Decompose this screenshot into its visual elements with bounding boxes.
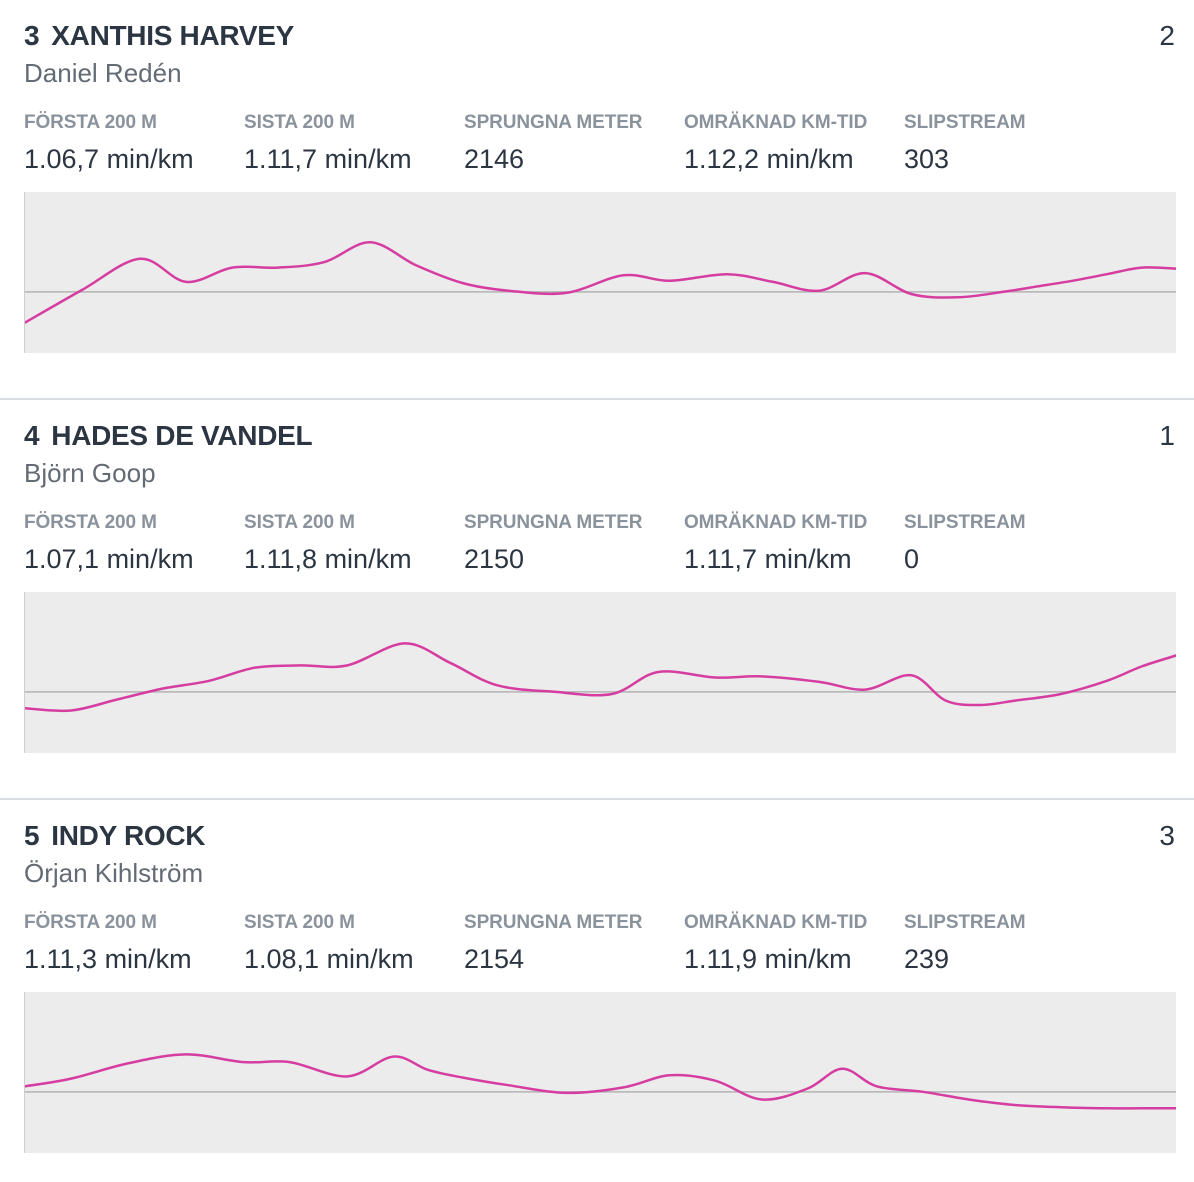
- stat-value: 1.06,7 min/km: [24, 144, 194, 174]
- horse-name: INDY ROCK: [51, 820, 206, 851]
- speed-chart: [24, 592, 1176, 753]
- driver-name: Daniel Redén: [24, 58, 182, 88]
- stat-distance: SPRUNGNA METER 2146: [464, 112, 679, 175]
- horse-title: 4 HADES DE VANDEL: [24, 420, 313, 452]
- stat-value: 2150: [464, 544, 525, 574]
- speed-chart-svg: [25, 1053, 1176, 1110]
- horse-title: 3 XANTHIS HARVEY: [24, 20, 294, 52]
- stat-label: FÖRSTA 200 M: [24, 112, 157, 133]
- speed-chart: [24, 192, 1176, 353]
- stat-label: SLIPSTREAM: [904, 112, 1026, 133]
- stat-kmtime: OMRÄKNAD KM-TID 1.11,9 min/km: [684, 912, 899, 975]
- stat-label: SPRUNGNA METER: [464, 512, 643, 533]
- stat-label: FÖRSTA 200 M: [24, 912, 157, 933]
- horse-header: 3 XANTHIS HARVEY 2: [24, 18, 1175, 58]
- stat-slipstream: SLIPSTREAM 239: [904, 912, 1119, 975]
- chart-series-line: [25, 241, 1176, 324]
- stat-label: SLIPSTREAM: [904, 912, 1026, 933]
- horse-card[interactable]: 3 XANTHIS HARVEY 2 Daniel Redén FÖRSTA 20…: [0, 0, 1194, 400]
- stat-value: 1.11,7 min/km: [684, 544, 852, 574]
- stat-value: 2154: [464, 944, 525, 974]
- start-number: 5: [24, 820, 40, 851]
- stat-kmtime: OMRÄKNAD KM-TID 1.12,2 min/km: [684, 112, 899, 175]
- chart-series-line: [25, 642, 1176, 713]
- horse-card[interactable]: 5 INDY ROCK 3 Örjan Kihlström FÖRSTA 200 …: [0, 800, 1194, 1182]
- stat-value: 1.07,1 min/km: [24, 544, 194, 574]
- stat-value: 1.08,1 min/km: [244, 944, 414, 974]
- stat-label: SPRUNGNA METER: [464, 912, 643, 933]
- stat-label: FÖRSTA 200 M: [24, 512, 157, 533]
- horse-name: HADES DE VANDEL: [51, 420, 313, 451]
- stat-value: 2146: [464, 144, 525, 174]
- speed-chart: [24, 992, 1176, 1153]
- stat-last200: SISTA 200 M 1.08,1 min/km: [244, 912, 459, 975]
- stat-value: 239: [904, 944, 950, 974]
- horse-name: XANTHIS HARVEY: [51, 20, 294, 51]
- horse-header: 5 INDY ROCK 3: [24, 818, 1175, 858]
- stat-last200: SISTA 200 M 1.11,8 min/km: [244, 512, 459, 575]
- speed-chart-svg: [25, 241, 1176, 324]
- finish-position: 3: [1159, 820, 1175, 851]
- stat-value: 1.11,8 min/km: [244, 544, 412, 574]
- stat-label: OMRÄKNAD KM-TID: [684, 112, 868, 133]
- stat-label: SLIPSTREAM: [904, 512, 1026, 533]
- driver-name: Örjan Kihlström: [24, 858, 204, 888]
- stat-value: 1.11,9 min/km: [684, 944, 852, 974]
- stat-value: 1.11,3 min/km: [24, 944, 192, 974]
- horse-card[interactable]: 4 HADES DE VANDEL 1 Björn Goop FÖRSTA 200…: [0, 400, 1194, 800]
- speed-chart-svg: [25, 642, 1176, 713]
- stat-slipstream: SLIPSTREAM 0: [904, 512, 1119, 575]
- stat-value: 0: [904, 544, 920, 574]
- stat-label: SISTA 200 M: [244, 912, 355, 933]
- stat-first200: FÖRSTA 200 M 1.11,3 min/km: [24, 912, 239, 975]
- stat-value: 1.12,2 min/km: [684, 144, 854, 174]
- stat-label: SISTA 200 M: [244, 112, 355, 133]
- stat-value: 1.11,7 min/km: [244, 144, 412, 174]
- start-number: 4: [24, 420, 40, 451]
- stat-value: 303: [904, 144, 950, 174]
- stat-first200: FÖRSTA 200 M 1.07,1 min/km: [24, 512, 239, 575]
- chart-series-line: [25, 1053, 1176, 1110]
- stat-last200: SISTA 200 M 1.11,7 min/km: [244, 112, 459, 175]
- stat-slipstream: SLIPSTREAM 303: [904, 112, 1119, 175]
- horse-header: 4 HADES DE VANDEL 1: [24, 418, 1175, 458]
- start-number: 3: [24, 20, 40, 51]
- stat-label: SPRUNGNA METER: [464, 112, 643, 133]
- finish-position: 1: [1159, 420, 1175, 451]
- horse-title: 5 INDY ROCK: [24, 820, 206, 852]
- stat-label: OMRÄKNAD KM-TID: [684, 912, 868, 933]
- stat-distance: SPRUNGNA METER 2150: [464, 512, 679, 575]
- finish-position: 2: [1159, 20, 1175, 51]
- driver-name: Björn Goop: [24, 458, 156, 488]
- stat-kmtime: OMRÄKNAD KM-TID 1.11,7 min/km: [684, 512, 899, 575]
- stat-label: OMRÄKNAD KM-TID: [684, 512, 868, 533]
- stat-first200: FÖRSTA 200 M 1.06,7 min/km: [24, 112, 239, 175]
- stat-distance: SPRUNGNA METER 2154: [464, 912, 679, 975]
- stat-label: SISTA 200 M: [244, 512, 355, 533]
